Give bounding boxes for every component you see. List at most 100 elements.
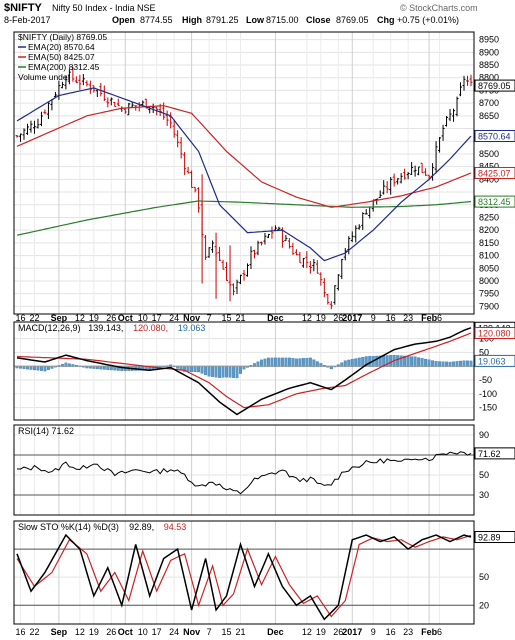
last-value-tag [474, 195, 515, 208]
y-tick-label: 8100 [479, 251, 499, 261]
macd-legend-item: MACD(12,26,9) [18, 323, 81, 333]
macd-histogram-bar [218, 366, 222, 378]
ema200-line [16, 200, 472, 236]
x-tick-label: 19 [89, 313, 99, 323]
last-value-tag [474, 166, 515, 179]
x-tick-label: 26 [106, 313, 116, 323]
panel-frames [13, 31, 475, 625]
macd-histogram-bar [228, 366, 232, 378]
macd-histogram-bar [305, 357, 309, 367]
y-tick-label: 8250 [479, 212, 499, 222]
legend-item: $NIFTY (Daily) 8769.05 [18, 32, 107, 42]
panel-frame [13, 424, 475, 516]
legend-item: EMA(200) 8312.45 [28, 62, 100, 72]
x-tick-label: 17 [152, 627, 162, 637]
x-tick-label: 6 [437, 627, 442, 637]
rsi-line [16, 451, 472, 495]
macd-histogram-bar [109, 366, 113, 371]
last-value-tag-text: 92.89 [478, 533, 501, 543]
y-tick-label: 8000 [479, 276, 499, 286]
last-value-tag-text: 120.080 [478, 329, 511, 339]
y-tick-label: 8850 [479, 60, 499, 70]
x-tick-label: 16 [15, 627, 25, 637]
macd-line [16, 327, 472, 416]
y-tick-label: 8500 [479, 149, 499, 159]
x-tick-label: Sep [51, 313, 68, 323]
chart-header: $NIFTY Nifty 50 Index - India NSE © Stoc… [4, 2, 478, 25]
x-tick-label: Nov [183, 627, 200, 637]
y-tick-label: 8050 [479, 263, 499, 273]
x-tick-label: 12 [75, 313, 85, 323]
x-tick-label: 2017 [342, 627, 362, 637]
macd-histogram-bar [190, 366, 194, 372]
y-tick-label: 90 [479, 430, 489, 440]
macd-histogram-bar [211, 366, 215, 377]
x-tick-label: 17 [152, 313, 162, 323]
panel-frame [13, 321, 475, 421]
sto-legend-item: 94.53 [164, 522, 187, 532]
macd-histogram-bar [294, 358, 298, 367]
x-tick-label: 16 [15, 313, 25, 323]
panel-background [14, 32, 474, 314]
macd-histogram-bar [280, 357, 284, 367]
macd-histogram-bar [434, 361, 438, 367]
x-tick-label: 23 [403, 313, 413, 323]
x-tick-label: 24 [169, 313, 179, 323]
x-tick-label: 26 [333, 313, 343, 323]
macd-histogram-bar [389, 355, 393, 367]
macd-histogram-bar [361, 357, 365, 367]
x-tick-label: 22 [29, 627, 39, 637]
macd-histogram-bar [186, 366, 190, 372]
high-label: High [182, 15, 202, 25]
macd-histogram-bar [354, 358, 358, 367]
y-tick-label: 7900 [479, 301, 499, 311]
sto-k-line [16, 533, 472, 621]
macd-histogram-bar [221, 366, 225, 378]
panel-background [14, 322, 474, 420]
close-value: 8769.05 [336, 15, 369, 25]
macd-histogram-bar [301, 358, 305, 367]
sto-legend-item: 92.89, [129, 522, 154, 532]
sto-legend-item: Slow STO %K(14) %D(3) [18, 522, 119, 532]
macd-histogram-bar [46, 366, 50, 370]
macd-histogram-bar [39, 366, 43, 371]
y-tick-label: 8900 [479, 47, 499, 57]
macd-histogram-bar [29, 366, 33, 370]
series-layer [14, 66, 474, 621]
x-tick-label: 19 [316, 627, 326, 637]
x-tick-label: 21 [235, 313, 245, 323]
low-value: 8715.00 [266, 15, 299, 25]
x-tick-label: 7 [207, 313, 212, 323]
macd-legend-item: 120.080, [133, 323, 168, 333]
macd-signal-line [16, 332, 472, 409]
macd-histogram-bar [417, 357, 421, 367]
y-tick-label: -150 [479, 403, 497, 413]
last-value-tag [474, 531, 515, 544]
macd-histogram-bar [36, 366, 40, 371]
x-tick-label: 10 [138, 627, 148, 637]
macd-histogram-bar [312, 359, 316, 367]
y-tick-label: -50 [479, 375, 492, 385]
macd-histogram-bar [204, 366, 208, 376]
low-label: Low [246, 15, 265, 25]
x-tick-label: 22 [29, 313, 39, 323]
close-label: Close [306, 15, 331, 25]
chg-label: Chg [377, 15, 395, 25]
macd-histogram-bar [396, 355, 400, 367]
macd-histogram-bar [315, 361, 319, 367]
x-tick-label: 19 [316, 313, 326, 323]
y-tick-label: 8950 [479, 35, 499, 45]
x-tick-label: 24 [169, 627, 179, 637]
macd-histogram-bar [424, 358, 428, 367]
last-value-tag [474, 129, 515, 142]
macd-histogram-bar [357, 357, 361, 367]
last-value-tag [474, 354, 515, 367]
macd-histogram-bar [413, 356, 417, 367]
x-tick-label: 12 [302, 627, 312, 637]
macd-histogram-bar [197, 366, 201, 373]
last-value-tag-text: 8769.05 [478, 81, 511, 91]
y-tick-label: 50 [479, 470, 489, 480]
x-tick-label: Dec [267, 313, 284, 323]
